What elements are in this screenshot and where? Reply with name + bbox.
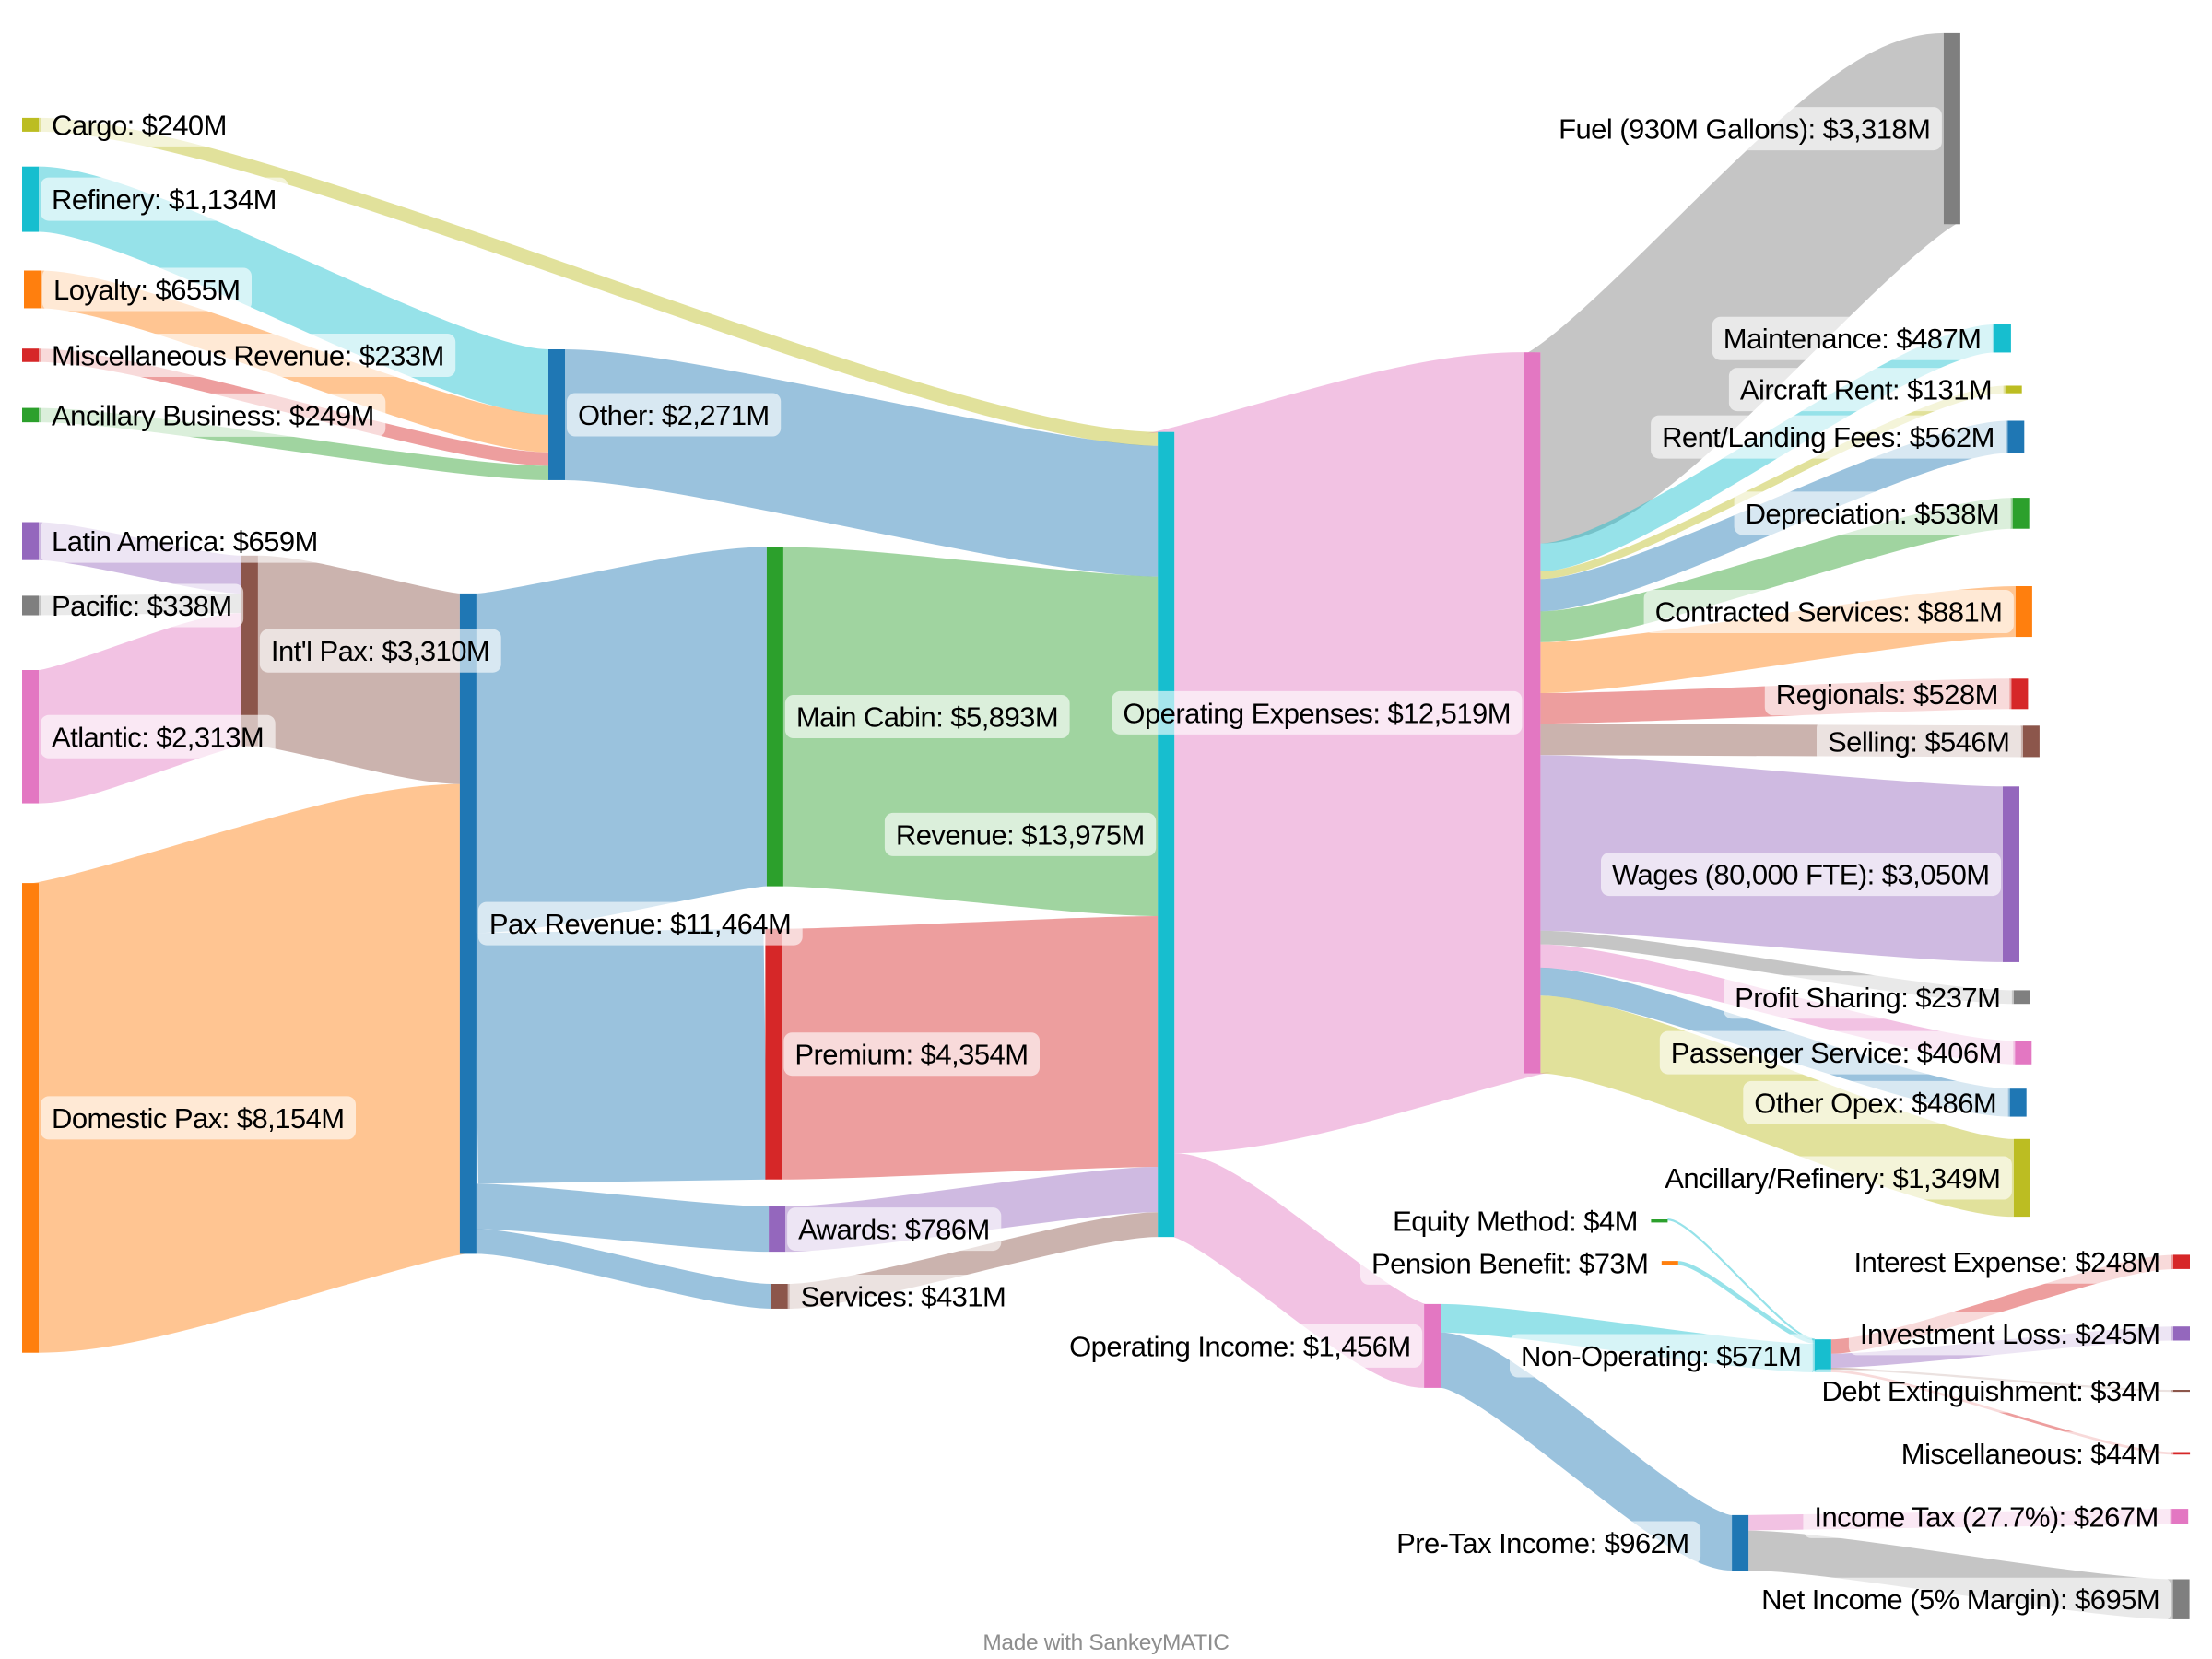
svg-text:Maintenance: $487M: Maintenance: $487M [1724,323,1982,355]
svg-text:Wages (80,000 FTE): $3,050M: Wages (80,000 FTE): $3,050M [1612,859,1990,891]
svg-text:Net Income (5% Margin): $695M: Net Income (5% Margin): $695M [1761,1583,2159,1616]
svg-text:Selling: $546M: Selling: $546M [1828,725,2009,758]
svg-text:Operating Expenses: $12,519M: Operating Expenses: $12,519M [1123,697,1511,729]
svg-text:Pre-Tax Income: $962M: Pre-Tax Income: $962M [1396,1527,1689,1559]
svg-text:Domestic Pax: $8,154M: Domestic Pax: $8,154M [52,1102,345,1135]
svg-text:Profit Sharing: $237M: Profit Sharing: $237M [1735,982,2000,1014]
svg-text:Interest Expense: $248M: Interest Expense: $248M [1854,1246,2160,1278]
svg-text:Other Opex: $486M: Other Opex: $486M [1754,1087,1996,1119]
svg-text:Rent/Landing Fees: $562M: Rent/Landing Fees: $562M [1662,421,1994,453]
svg-text:Equity Method: $4M: Equity Method: $4M [1393,1206,1638,1238]
svg-text:Regionals: $528M: Regionals: $528M [1776,678,1998,711]
svg-text:Investment Loss: $245M: Investment Loss: $245M [1860,1318,2160,1350]
svg-text:Ancillary/Refinery: $1,349M: Ancillary/Refinery: $1,349M [1665,1162,2000,1194]
svg-text:Aircraft Rent: $131M: Aircraft Rent: $131M [1740,374,1992,406]
svg-text:Ancillary Business: $249M: Ancillary Business: $249M [52,399,374,431]
svg-text:Loyalty: $655M: Loyalty: $655M [53,274,241,306]
svg-text:Int'l Pax: $3,310M: Int'l Pax: $3,310M [271,635,489,667]
svg-text:Miscellaneous: $44M: Miscellaneous: $44M [1901,1438,2160,1470]
svg-text:Pax Revenue: $11,464M: Pax Revenue: $11,464M [489,908,791,940]
svg-text:Cargo: $240M: Cargo: $240M [52,109,227,141]
svg-text:Other: $2,271M: Other: $2,271M [578,399,770,431]
svg-text:Atlantic: $2,313M: Atlantic: $2,313M [52,721,264,753]
svg-text:Contracted Services: $881M: Contracted Services: $881M [1655,596,2003,629]
svg-text:Latin America: $659M: Latin America: $659M [52,525,318,558]
svg-text:Income Tax (27.7%): $267M: Income Tax (27.7%): $267M [1814,1500,2158,1533]
svg-text:Refinery: $1,134M: Refinery: $1,134M [52,183,276,216]
svg-text:Passenger Service: $406M: Passenger Service: $406M [1671,1037,2002,1069]
svg-text:Fuel (930M Gallons): $3,318M: Fuel (930M Gallons): $3,318M [1559,113,1930,146]
svg-text:Awards: $786M: Awards: $786M [798,1214,990,1246]
svg-text:Depreciation: $538M: Depreciation: $538M [1746,498,2000,530]
svg-text:Revenue: $13,975M: Revenue: $13,975M [896,818,1145,851]
svg-text:Pacific: $338M: Pacific: $338M [52,590,232,622]
svg-text:Debt Extinguishment: $34M: Debt Extinguishment: $34M [1822,1375,2160,1407]
svg-text:Miscellaneous Revenue: $233M: Miscellaneous Revenue: $233M [52,340,444,372]
svg-text:Premium: $4,354M: Premium: $4,354M [794,1039,1028,1071]
svg-text:Services: $431M: Services: $431M [801,1281,1006,1313]
svg-text:Non-Operating: $571M: Non-Operating: $571M [1521,1340,1801,1372]
svg-text:Made with SankeyMATIC: Made with SankeyMATIC [982,1630,1229,1655]
svg-text:Operating Income: $1,456M: Operating Income: $1,456M [1069,1330,1411,1362]
svg-text:Main Cabin: $5,893M: Main Cabin: $5,893M [796,701,1058,734]
svg-text:Pension Benefit: $73M: Pension Benefit: $73M [1371,1247,1648,1279]
